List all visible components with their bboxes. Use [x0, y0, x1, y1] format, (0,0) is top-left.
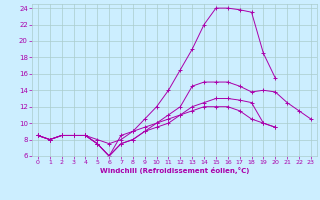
- X-axis label: Windchill (Refroidissement éolien,°C): Windchill (Refroidissement éolien,°C): [100, 167, 249, 174]
